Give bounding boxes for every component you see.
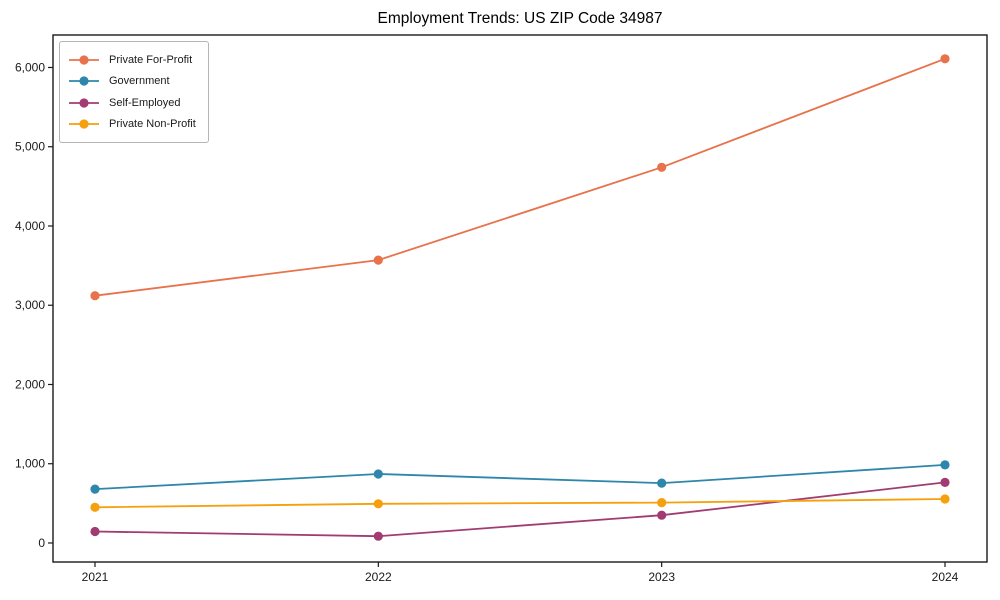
legend-marker-icon xyxy=(69,55,99,65)
legend-item: Private Non-Profit xyxy=(68,114,196,136)
x-tick-label: 2021 xyxy=(82,570,109,584)
series-line xyxy=(94,498,946,509)
series-line xyxy=(94,57,946,297)
data-point-marker xyxy=(373,255,383,265)
y-tick-label: 2,000 xyxy=(15,377,45,391)
data-point-marker xyxy=(940,54,950,64)
y-tick-label: 4,000 xyxy=(15,219,45,233)
data-point-marker xyxy=(940,460,950,470)
chart-legend: Private For-Profit Government Self-Employe… xyxy=(59,41,209,143)
data-point-marker xyxy=(90,502,100,512)
data-point-marker xyxy=(373,531,383,541)
data-point-marker xyxy=(657,498,667,508)
data-point-marker xyxy=(657,478,667,488)
plot-border xyxy=(52,34,988,563)
y-tick-label: 1,000 xyxy=(15,457,45,471)
data-point-marker xyxy=(90,484,100,494)
legend-item: Government xyxy=(68,71,196,93)
legend-marker-icon xyxy=(69,76,99,86)
data-point-marker xyxy=(940,477,950,487)
data-point-marker xyxy=(657,510,667,520)
legend-item: Private For-Profit xyxy=(68,49,196,71)
legend-label: Private Non-Profit xyxy=(109,118,196,131)
x-tick-label: 2024 xyxy=(932,570,959,584)
chart-title: Employment Trends: US ZIP Code 34987 xyxy=(377,10,663,27)
data-point-marker xyxy=(373,469,383,479)
series-line xyxy=(94,481,946,538)
y-tick-label: 6,000 xyxy=(15,60,45,74)
legend-marker-icon xyxy=(69,119,99,129)
legend-label: Self-Employed xyxy=(109,96,181,109)
x-tick-label: 2023 xyxy=(648,570,675,584)
legend-label: Private For-Profit xyxy=(109,53,193,66)
legend-label: Government xyxy=(109,75,170,88)
y-tick-label: 3,000 xyxy=(15,298,45,312)
data-point-marker xyxy=(657,162,667,172)
x-tick-label: 2022 xyxy=(365,570,392,584)
series-line xyxy=(94,464,946,490)
data-point-marker xyxy=(90,526,100,537)
legend-item: Self-Employed xyxy=(68,92,196,114)
data-point-marker xyxy=(373,499,383,509)
y-tick-label: 0 xyxy=(38,536,45,550)
data-point-marker xyxy=(940,494,950,504)
y-tick-label: 5,000 xyxy=(15,140,45,154)
legend-marker-icon xyxy=(69,98,99,108)
data-point-marker xyxy=(90,291,100,301)
